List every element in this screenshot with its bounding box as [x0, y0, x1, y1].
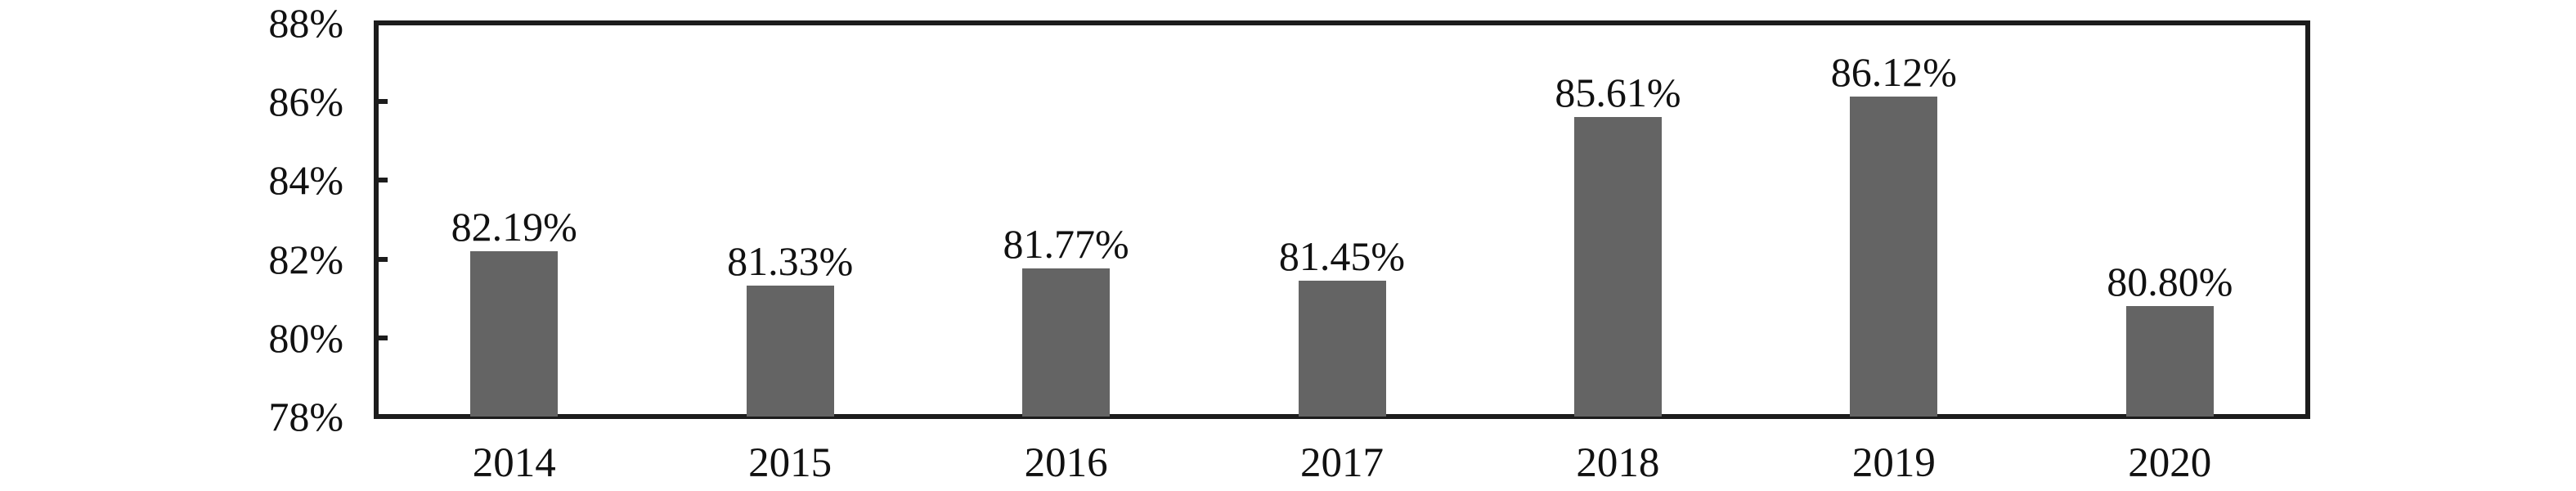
x-axis-category-label: 2019	[1851, 440, 1936, 486]
y-axis-tick	[376, 178, 388, 183]
y-axis-tick-label: 78%	[268, 394, 343, 439]
bar-value-label: 81.33%	[727, 237, 854, 284]
x-axis-category-label: 2016	[1024, 440, 1108, 486]
bar	[1850, 97, 1938, 417]
y-axis-tick-label: 80%	[268, 314, 343, 361]
bar	[470, 251, 559, 417]
x-axis-category-label: 2017	[1300, 440, 1384, 486]
bar	[2125, 306, 2214, 417]
bar-value-label: 81.45%	[1278, 233, 1406, 280]
bar-value-label: 81.77%	[1003, 220, 1129, 267]
x-axis-category-label: 2020	[2128, 440, 2212, 486]
bar	[1022, 268, 1111, 417]
y-axis-tick-label: 82%	[268, 236, 343, 282]
bar	[1298, 281, 1386, 417]
bar-value-label: 86.12%	[1830, 49, 1957, 96]
bar-value-label: 80.80%	[2107, 259, 2233, 305]
bar-value-label: 85.61%	[1555, 69, 1681, 115]
bar-value-label: 82.19%	[451, 204, 577, 250]
y-axis-tick-label: 84%	[268, 157, 343, 204]
bar	[746, 285, 834, 417]
x-axis-category-label: 2015	[748, 440, 832, 486]
y-axis-tick-label: 88%	[268, 0, 343, 46]
x-axis-category-label: 2018	[1576, 440, 1660, 486]
y-axis-tick	[376, 99, 388, 105]
y-axis-tick	[376, 335, 388, 340]
x-axis-category-label: 2014	[472, 440, 556, 486]
plot-area	[374, 20, 2310, 419]
bar	[1573, 116, 1662, 417]
y-axis-tick-label: 86%	[268, 79, 343, 125]
y-axis-tick	[376, 256, 388, 262]
